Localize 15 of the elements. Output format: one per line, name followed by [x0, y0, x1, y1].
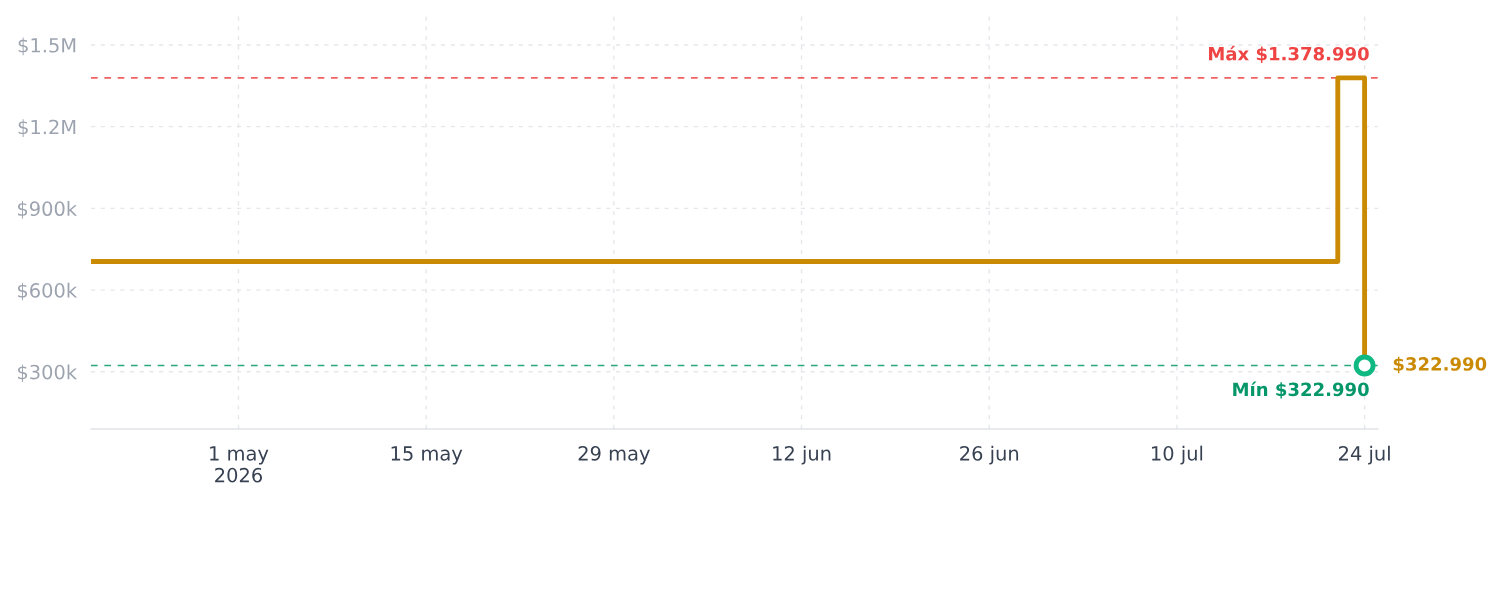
- y-tick-label: $1.5M: [18, 37, 76, 56]
- x-tick-label: 29 may: [578, 446, 650, 465]
- x-tick-label: 1 may 2026: [210, 446, 269, 483]
- y-tick-label: $600k: [17, 282, 78, 301]
- y-tick-label: $1.2M: [18, 119, 76, 137]
- x-tick-label: 15 may: [391, 446, 463, 465]
- y-tick-label: $900k: [17, 200, 78, 219]
- ref-line-label: Mín $322.990: [1233, 381, 1369, 399]
- x-tick-label: 12 jun: [773, 445, 831, 465]
- x-tick-label: 24 jul: [1338, 445, 1390, 465]
- ref-line-label: Máx $1.378.990: [1209, 45, 1369, 63]
- annotation: $322.990: [1393, 356, 1487, 374]
- x-tick-label: 26 jun: [960, 445, 1019, 465]
- y-tick-label: $300k: [17, 364, 78, 383]
- x-tick-label: 10 jul: [1152, 445, 1203, 465]
